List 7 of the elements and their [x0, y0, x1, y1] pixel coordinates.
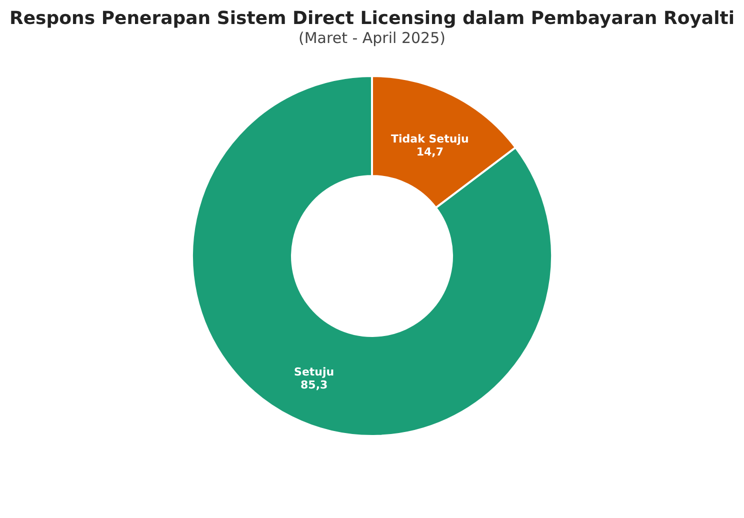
data-label: 14,7	[416, 146, 444, 159]
data-label: 85,3	[300, 378, 328, 392]
slice-label: Setuju	[294, 365, 334, 378]
slice-label: Tidak Setuju	[391, 132, 469, 146]
chart-subtitle: (Maret - April 2025)	[298, 29, 446, 47]
chart-title: Respons Penerapan Sistem Direct Licensing dalam Pembayaran Royalti	[9, 8, 735, 29]
donut-slice	[191, 75, 553, 437]
